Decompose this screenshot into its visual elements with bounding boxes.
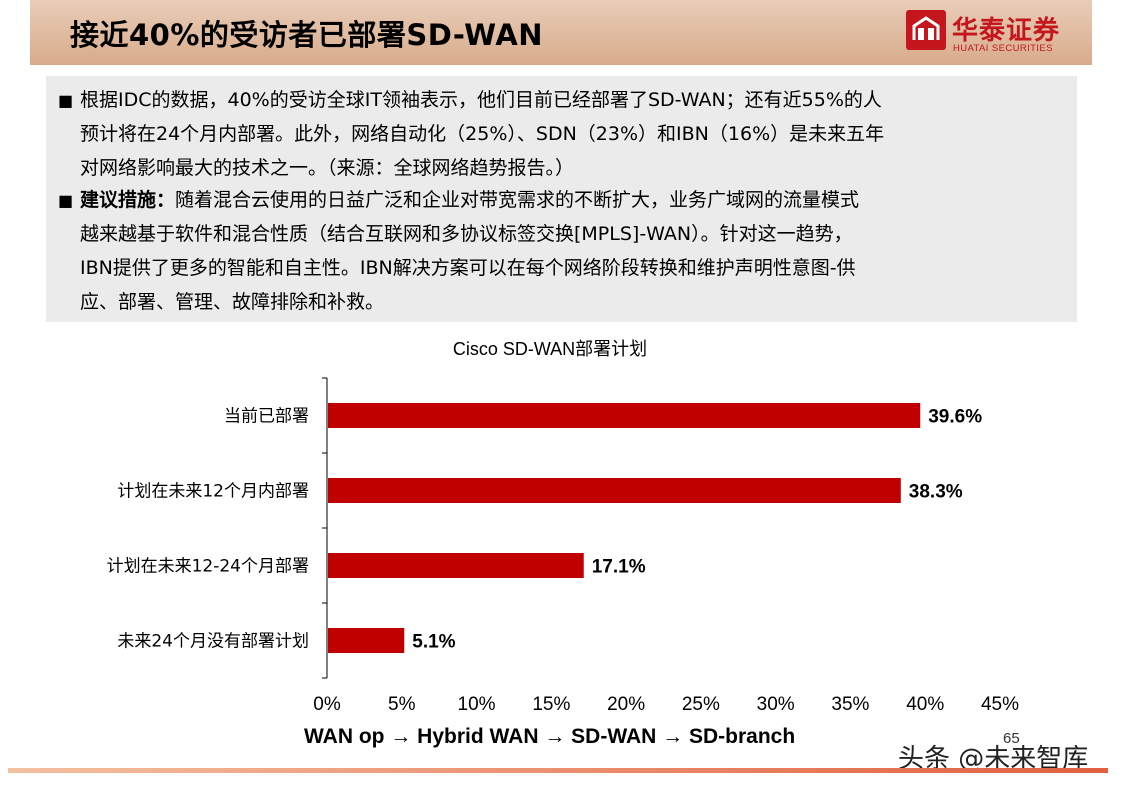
info-box bbox=[46, 76, 1077, 322]
category-label: 未来24个月没有部署计划 bbox=[117, 632, 309, 652]
x-tick-label: 25% bbox=[682, 694, 720, 715]
bullet-recommendation: ■ 建议措施：随着混合云使用的日益广泛和企业对带宽需求的不断扩大，业务广域网的流量… bbox=[58, 183, 1068, 319]
footer-bar bbox=[8, 768, 1108, 773]
bullet-text-line: 越来越基于软件和混合性质（结合互联网和多协议标签交换[MPLS]-WAN）。针对… bbox=[80, 223, 853, 245]
logo-mark-icon bbox=[906, 10, 946, 50]
x-tick-label: 0% bbox=[313, 694, 341, 715]
bar bbox=[328, 403, 921, 428]
x-tick-label: 40% bbox=[906, 694, 944, 715]
bar bbox=[328, 553, 584, 578]
category-label: 计划在未来12个月内部署 bbox=[117, 482, 309, 502]
data-label: 5.1% bbox=[412, 632, 455, 653]
page-number: 65 bbox=[1003, 730, 1020, 747]
bar bbox=[328, 628, 405, 653]
x-tick-label: 15% bbox=[532, 694, 570, 715]
bullet-text-line: 随着混合云使用的日益广泛和企业对带宽需求的不断扩大，业务广域网的流量模式 bbox=[175, 189, 860, 211]
bullet-square-icon: ■ bbox=[58, 191, 74, 210]
data-label: 38.3% bbox=[909, 482, 963, 503]
bullet-text-line: 对网络影响最大的技术之一。（来源：全球网络趋势报告。） bbox=[80, 157, 575, 179]
category-label: 计划在未来12-24个月部署 bbox=[107, 557, 309, 577]
bullet-text-line: 应、部署、管理、故障排除和补救。 bbox=[80, 291, 385, 313]
bullet-text-line: IBN提供了更多的智能和自主性。IBN解决方案可以在每个网络阶段转换和维护声明性… bbox=[80, 257, 856, 279]
x-tick-label: 10% bbox=[458, 694, 496, 715]
bullet-text-line: 根据IDC的数据，40%的受访全球IT领袖表示，他们目前已经部署了SD-WAN；… bbox=[80, 89, 882, 111]
data-label: 39.6% bbox=[928, 407, 982, 428]
x-tick-label: 5% bbox=[388, 694, 416, 715]
bullet-square-icon: ■ bbox=[58, 91, 74, 110]
bullet-text-line: 预计将在24个月内部署。此外，网络自动化（25%）、SDN（23%）和IBN（1… bbox=[80, 123, 885, 145]
data-label: 17.1% bbox=[592, 557, 646, 578]
chart-title: Cisco SD-WAN部署计划 bbox=[452, 339, 648, 359]
x-tick-label: 20% bbox=[607, 694, 645, 715]
x-tick-label: 30% bbox=[757, 694, 795, 715]
bullet-idc-data: ■ 根据IDC的数据，40%的受访全球IT领袖表示，他们目前已经部署了SD-WAN… bbox=[58, 83, 1068, 185]
logo: 华泰证券 HUATAI SECURITIES bbox=[906, 10, 1066, 56]
page-title: 接近40%的受访者已部署SD-WAN bbox=[70, 18, 544, 52]
x-tick-label: 45% bbox=[981, 694, 1019, 715]
logo-text-en: HUATAI SECURITIES bbox=[953, 43, 1053, 54]
bullet-lead: 建议措施： bbox=[80, 189, 176, 211]
x-tick-label: 35% bbox=[831, 694, 869, 715]
evolution-caption: WAN op → Hybrid WAN → SD-WAN → SD-branch bbox=[304, 725, 796, 748]
logo-text-cn: 华泰证券 bbox=[952, 16, 1061, 46]
category-label: 当前已部署 bbox=[224, 407, 309, 427]
bar bbox=[328, 478, 901, 503]
